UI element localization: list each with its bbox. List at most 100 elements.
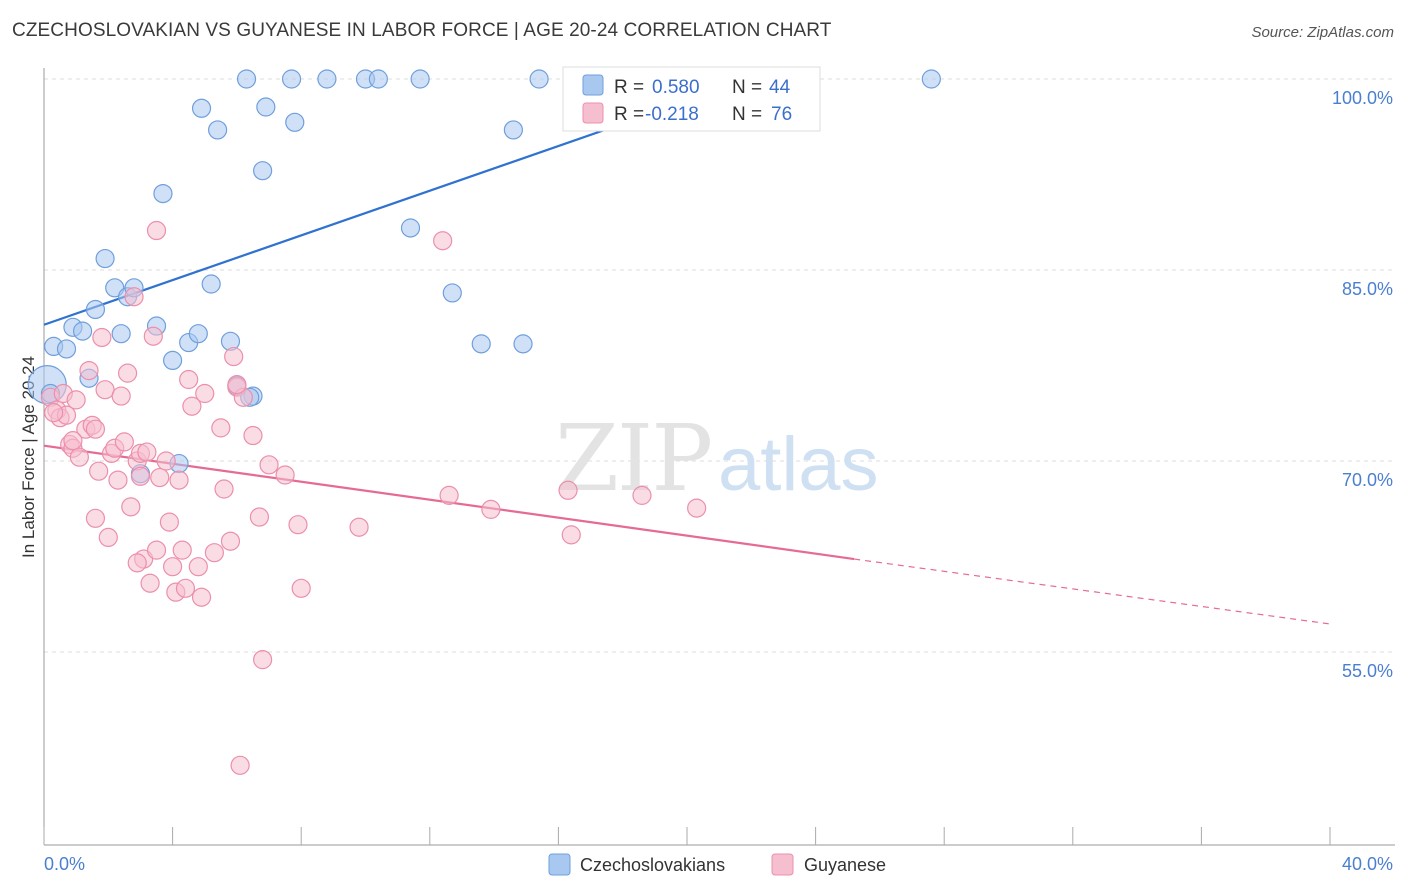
point-czechoslovakians bbox=[201, 274, 221, 294]
data-points bbox=[27, 69, 941, 775]
point-czechoslovakians bbox=[208, 120, 228, 140]
point-guyanese bbox=[124, 287, 144, 307]
point-guyanese bbox=[259, 455, 279, 475]
point-guyanese bbox=[85, 419, 106, 439]
point-guyanese bbox=[108, 470, 128, 490]
point-guyanese bbox=[92, 327, 112, 348]
point-guyanese bbox=[179, 369, 199, 390]
point-czechoslovakians bbox=[153, 184, 173, 204]
point-czechoslovakians bbox=[111, 324, 131, 344]
gridlines bbox=[44, 78, 1395, 653]
point-guyanese bbox=[44, 403, 64, 423]
point-czechoslovakians bbox=[529, 69, 549, 89]
point-czechoslovakians bbox=[191, 98, 212, 118]
point-czechoslovakians bbox=[163, 350, 183, 371]
legend-label-guyanese: Guyanese bbox=[804, 855, 886, 875]
legend-swatch-blue bbox=[582, 74, 604, 96]
legend-swatch-czechoslovakians bbox=[548, 853, 571, 876]
point-guyanese bbox=[288, 515, 308, 535]
legend-r-label: R = bbox=[614, 104, 644, 125]
point-guyanese bbox=[95, 380, 115, 400]
point-guyanese bbox=[188, 557, 208, 577]
point-guyanese bbox=[632, 485, 652, 505]
point-guyanese bbox=[349, 517, 369, 537]
stats-legend: R = 0.580 N = 44 R = -0.218 N = 76 bbox=[562, 66, 821, 132]
point-guyanese bbox=[214, 479, 234, 499]
legend-n-value-blue: 44 bbox=[769, 77, 791, 98]
point-czechoslovakians bbox=[236, 69, 257, 89]
tick-labels: 55.0% 70.0% 85.0% 100.0% 0.0% 40.0% bbox=[44, 88, 1393, 874]
point-guyanese bbox=[291, 578, 311, 598]
axes bbox=[43, 68, 1395, 846]
point-czechoslovakians bbox=[471, 334, 491, 354]
y-tick-label: 55.0% bbox=[1342, 661, 1393, 681]
point-guyanese bbox=[98, 527, 118, 548]
point-guyanese bbox=[558, 480, 578, 500]
y-tick-label: 70.0% bbox=[1342, 470, 1393, 490]
legend-r-label: R = bbox=[614, 77, 644, 98]
point-czechoslovakians bbox=[256, 97, 276, 117]
point-guyanese bbox=[211, 418, 231, 438]
legend-n-value-pink: 76 bbox=[771, 104, 792, 125]
point-czechoslovakians bbox=[85, 299, 106, 320]
series-legend: Czechoslovakians Guyanese bbox=[548, 853, 886, 876]
point-czechoslovakians bbox=[503, 120, 523, 140]
trend-line-guyanese-extrapolated bbox=[854, 558, 1331, 625]
point-guyanese bbox=[85, 508, 106, 528]
point-guyanese bbox=[195, 383, 215, 404]
point-guyanese bbox=[249, 507, 270, 527]
x-tick-label: 0.0% bbox=[44, 854, 85, 874]
point-guyanese bbox=[79, 360, 99, 381]
point-czechoslovakians bbox=[410, 69, 430, 89]
point-guyanese bbox=[111, 386, 131, 406]
point-guyanese bbox=[172, 540, 192, 560]
y-tick-label: 85.0% bbox=[1342, 279, 1393, 299]
point-guyanese bbox=[224, 346, 244, 367]
point-guyanese bbox=[220, 531, 241, 551]
point-czechoslovakians bbox=[285, 112, 305, 132]
point-guyanese bbox=[561, 525, 581, 545]
point-guyanese bbox=[130, 466, 151, 486]
point-guyanese bbox=[89, 461, 109, 481]
point-czechoslovakians bbox=[368, 69, 388, 89]
point-czechoslovakians bbox=[56, 339, 77, 359]
legend-n-label: N = bbox=[732, 104, 762, 125]
point-czechoslovakians bbox=[188, 324, 208, 344]
point-czechoslovakians bbox=[72, 321, 93, 341]
point-czechoslovakians bbox=[95, 248, 115, 269]
point-guyanese bbox=[66, 390, 86, 410]
point-czechoslovakians bbox=[253, 161, 273, 181]
point-guyanese bbox=[127, 553, 147, 573]
point-guyanese bbox=[175, 578, 196, 598]
point-guyanese bbox=[163, 557, 183, 577]
point-guyanese bbox=[243, 425, 263, 446]
svg-text:atlas: atlas bbox=[718, 422, 879, 507]
point-guyanese bbox=[146, 220, 167, 241]
point-guyanese bbox=[140, 573, 160, 593]
point-guyanese bbox=[433, 231, 453, 251]
chart-title: CZECHOSLOVAKIAN VS GUYANESE IN LABOR FOR… bbox=[12, 20, 832, 41]
point-guyanese bbox=[253, 650, 273, 670]
point-guyanese bbox=[169, 470, 189, 490]
point-guyanese bbox=[204, 543, 224, 563]
point-guyanese bbox=[230, 755, 250, 775]
legend-swatch-guyanese bbox=[771, 853, 794, 876]
point-guyanese bbox=[69, 447, 89, 467]
point-guyanese bbox=[63, 431, 83, 451]
point-guyanese bbox=[143, 326, 163, 346]
point-guyanese bbox=[156, 451, 176, 471]
point-guyanese bbox=[439, 485, 459, 505]
zipatlas-watermark: ZIP atlas bbox=[555, 405, 879, 512]
legend-r-value-pink: -0.218 bbox=[645, 104, 699, 125]
point-czechoslovakians bbox=[921, 69, 941, 89]
point-guyanese bbox=[121, 497, 141, 517]
point-guyanese bbox=[146, 540, 167, 560]
point-guyanese bbox=[275, 465, 295, 485]
point-czechoslovakians bbox=[281, 69, 302, 89]
point-guyanese bbox=[150, 467, 170, 488]
legend-label-czechoslovakians: Czechoslovakians bbox=[580, 855, 725, 875]
source-note: Source: ZipAtlas.com bbox=[1251, 24, 1394, 41]
point-czechoslovakians bbox=[442, 283, 462, 303]
point-guyanese bbox=[191, 587, 212, 607]
legend-box bbox=[562, 66, 821, 132]
